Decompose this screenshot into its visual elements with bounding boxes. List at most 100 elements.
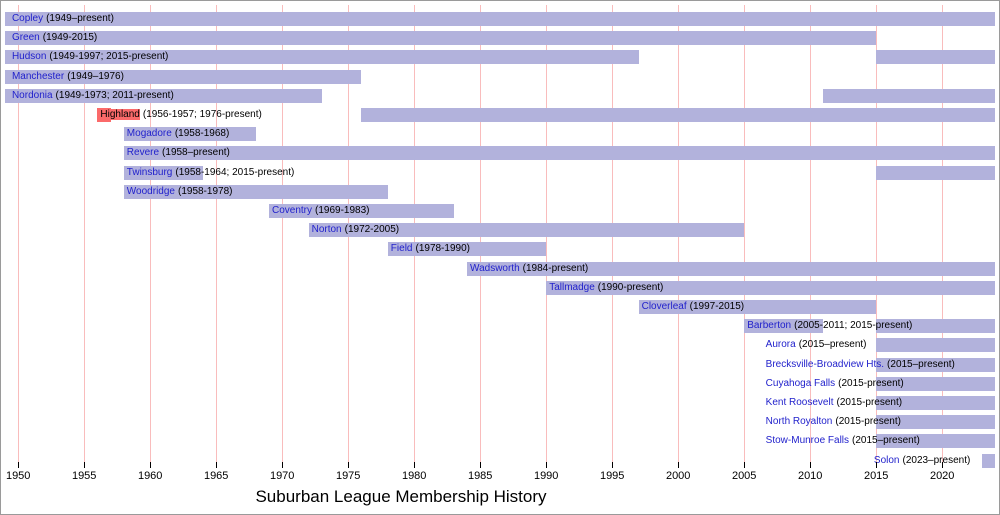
- team-name-link[interactable]: Brecksville-Broadview Hts.: [765, 358, 885, 370]
- grid-line: [810, 5, 812, 467]
- team-label: Brecksville-Broadview Hts. (2015–present): [766, 358, 955, 372]
- membership-bar: [876, 357, 995, 372]
- team-name-link[interactable]: Woodridge: [126, 185, 175, 197]
- team-name-link[interactable]: Nordonia: [11, 89, 53, 101]
- team-label: Copley (1949–present): [12, 12, 114, 26]
- team-years: (2015-present): [838, 377, 904, 389]
- team-name-link[interactable]: Mogadore: [126, 128, 172, 140]
- team-label: Wadsworth (1984-present): [470, 262, 588, 276]
- team-name-link[interactable]: Hudson: [11, 51, 47, 63]
- axis-tick-label: 1980: [401, 470, 427, 482]
- team-name-link[interactable]: Field: [390, 243, 413, 255]
- axis-tick-label: 1995: [599, 470, 625, 482]
- axis-tick: [216, 462, 218, 468]
- team-name-link[interactable]: Coventry: [272, 205, 313, 216]
- grid-line: [282, 5, 284, 467]
- team-years: (1958-1964; 2015-present): [175, 166, 295, 178]
- team-label: Stow-Munroe Falls (2015–present): [766, 434, 920, 448]
- membership-bar: [123, 184, 388, 199]
- axis-tick: [348, 462, 350, 468]
- axis-tick-label: 2015: [863, 470, 889, 482]
- team-label: Twinsburg (1958-1964; 2015-present): [127, 166, 295, 180]
- axis-tick: [744, 462, 746, 468]
- team-name-link[interactable]: Green: [11, 32, 40, 44]
- team-years: (2015-present): [836, 397, 903, 408]
- membership-bar: [361, 108, 995, 122]
- team-label: Highland (1956-1957; 1976-present): [100, 108, 262, 122]
- grid-line: [942, 5, 944, 467]
- axis-tick-label: 1970: [269, 470, 295, 482]
- team-label: Aurora (2015–present): [766, 338, 867, 352]
- axis-tick: [942, 462, 944, 468]
- team-label: Green (1949-2015): [12, 31, 97, 45]
- membership-bar: [744, 319, 824, 334]
- membership-bar: [823, 88, 995, 103]
- team-label: Coventry (1969-1983): [272, 204, 370, 218]
- team-name-link[interactable]: Copley: [11, 13, 44, 24]
- team-years: (2005-2011; 2015-present): [794, 320, 913, 332]
- team-name-link[interactable]: Aurora: [765, 339, 796, 351]
- team-label: Nordonia (1949-1973; 2011-present): [12, 89, 174, 103]
- membership-bar: [269, 204, 454, 218]
- team-name-link[interactable]: Stow-Munroe Falls: [765, 435, 850, 447]
- grid-line: [18, 5, 20, 467]
- axis-tick: [810, 462, 812, 468]
- team-name-link[interactable]: Cloverleaf: [641, 301, 687, 312]
- grid-line: [216, 5, 218, 467]
- team-years: (1958-1968): [174, 128, 230, 140]
- team-years: (1949-1997; 2015-present): [49, 51, 169, 63]
- team-name-link[interactable]: Barberton: [747, 320, 792, 332]
- membership-bar: [123, 127, 256, 142]
- membership-bar: [876, 319, 995, 334]
- team-years: (1949-1973; 2011-present): [55, 89, 174, 101]
- team-name-link[interactable]: North Royalton: [765, 416, 833, 428]
- team-name-link[interactable]: Norton: [311, 224, 342, 236]
- membership-bar: [123, 146, 995, 161]
- team-years: (1990-present): [597, 281, 664, 293]
- membership-bar: [876, 415, 995, 430]
- membership-bar: [5, 50, 639, 65]
- team-label: Woodridge (1958-1978): [127, 185, 233, 199]
- team-years: (2015–present): [798, 339, 867, 351]
- team-name-link[interactable]: Manchester: [11, 70, 65, 82]
- axis-tick-label: 1960: [137, 470, 163, 482]
- axis-tick-label: 1955: [71, 470, 97, 482]
- team-years: (2023–present): [902, 454, 971, 466]
- team-label: Solon (2023–present): [874, 454, 970, 468]
- membership-bar: [387, 242, 547, 257]
- membership-bar: [638, 300, 877, 314]
- membership-bar: [876, 165, 995, 180]
- team-years: (1969-1983): [315, 205, 370, 216]
- team-label: Hudson (1949-1997; 2015-present): [12, 50, 168, 64]
- team-name-link[interactable]: Tallmadge: [549, 281, 595, 293]
- team-years: (2015-present): [835, 416, 901, 428]
- team-name-link[interactable]: Kent Roosevelt: [765, 397, 834, 408]
- axis-tick: [612, 462, 614, 468]
- team-label: Field (1978-1990): [391, 242, 470, 256]
- axis-tick: [150, 462, 152, 468]
- team-name-link[interactable]: Solon: [873, 454, 900, 466]
- grid-line: [150, 5, 152, 467]
- axis-tick: [414, 462, 416, 468]
- team-name-link[interactable]: Cuyahoga Falls: [765, 377, 836, 389]
- team-years: (1958-1978): [177, 185, 233, 197]
- axis-tick-label: 1965: [203, 470, 229, 482]
- membership-bar: [123, 165, 203, 180]
- team-label: Norton (1972-2005): [312, 223, 400, 237]
- team-name-link[interactable]: Highland: [100, 109, 140, 120]
- team-name-link[interactable]: Twinsburg: [126, 166, 173, 178]
- team-label: Cloverleaf (1997-2015): [642, 300, 745, 314]
- team-name-link[interactable]: Wadsworth: [470, 262, 520, 274]
- team-label: Revere (1958–present): [127, 146, 230, 160]
- axis-tick-label: 2000: [665, 470, 691, 482]
- team-years: (1978-1990): [415, 243, 470, 255]
- axis-tick: [18, 462, 20, 468]
- team-years: (1984-present): [522, 262, 589, 274]
- axis-tick: [480, 462, 482, 468]
- team-name-link[interactable]: Revere: [126, 147, 160, 159]
- team-years: (1949-2015): [42, 32, 98, 44]
- membership-bar: [546, 280, 995, 295]
- grid-line: [744, 5, 746, 467]
- membership-bar: [876, 376, 995, 391]
- team-years: (1997-2015): [689, 301, 745, 312]
